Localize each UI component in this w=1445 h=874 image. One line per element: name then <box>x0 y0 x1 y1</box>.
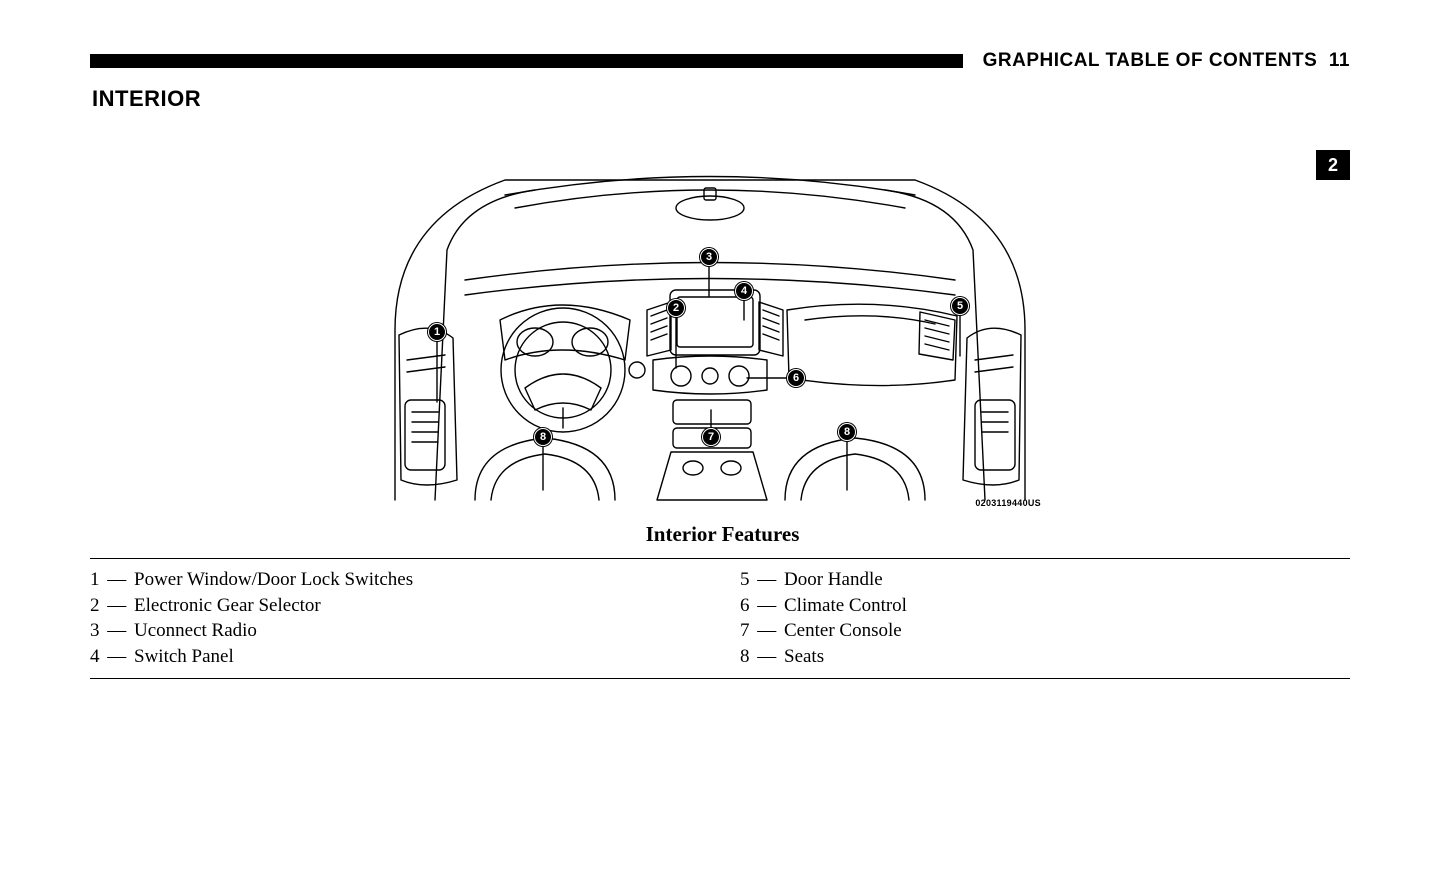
legend-number: 6 <box>740 595 750 616</box>
legend-separator: — <box>103 620 132 641</box>
diagram-callout-5: 5 <box>951 297 969 315</box>
legend-row: 5 — Door Handle <box>740 567 1350 593</box>
legend-separator: — <box>103 595 132 616</box>
legend-separator: — <box>753 569 782 590</box>
legend-number: 1 <box>90 569 100 590</box>
figure-image-id: 0203119440US <box>975 498 1041 508</box>
section-tab: 2 <box>1316 150 1350 180</box>
diagram-callout-6: 6 <box>787 369 805 387</box>
legend-label: Electronic Gear Selector <box>134 595 321 616</box>
legend-label: Door Handle <box>784 569 883 590</box>
running-head-text: GRAPHICAL TABLE OF CONTENTS <box>983 50 1318 71</box>
legend-row: 7 — Center Console <box>740 618 1350 644</box>
legend-col-left: 1 — Power Window/Door Lock Switches2 — E… <box>90 567 740 670</box>
legend-row: 3 — Uconnect Radio <box>90 618 700 644</box>
diagram-callout-2: 2 <box>667 299 685 317</box>
diagram-callout-8: 8 <box>534 428 552 446</box>
header-rule <box>90 54 963 68</box>
legend-row: 2 — Electronic Gear Selector <box>90 593 700 619</box>
legend-col-right: 5 — Door Handle6 — Climate Control7 — Ce… <box>740 567 1350 670</box>
legend-separator: — <box>103 569 132 590</box>
diagram-callout-8: 8 <box>838 423 856 441</box>
diagram-callout-7: 7 <box>702 428 720 446</box>
running-head: GRAPHICAL TABLE OF CONTENTS 11 <box>983 50 1350 72</box>
interior-diagram: 0203119440US 1 2 34 5 6 7 8 8 <box>375 160 1045 510</box>
legend-row: 8 — Seats <box>740 644 1350 670</box>
legend-row: 6 — Climate Control <box>740 593 1350 619</box>
legend-label: Seats <box>784 646 824 667</box>
legend-label: Center Console <box>784 620 902 641</box>
dashboard-line-art <box>375 160 1045 510</box>
legend-separator: — <box>753 595 782 616</box>
legend-table: 1 — Power Window/Door Lock Switches2 — E… <box>90 558 1350 679</box>
legend-number: 3 <box>90 620 100 641</box>
legend-row: 4 — Switch Panel <box>90 644 700 670</box>
legend-separator: — <box>103 646 132 667</box>
page-header: GRAPHICAL TABLE OF CONTENTS 11 <box>90 45 1350 77</box>
legend-label: Switch Panel <box>134 646 234 667</box>
diagram-callout-1: 1 <box>428 323 446 341</box>
figure-caption: Interior Features <box>0 522 1445 547</box>
legend-number: 2 <box>90 595 100 616</box>
page-number: 11 <box>1329 50 1350 71</box>
legend-separator: — <box>753 646 782 667</box>
diagram-callout-4: 4 <box>735 282 753 300</box>
section-title: INTERIOR <box>92 86 201 112</box>
diagram-callout-3: 3 <box>700 248 718 266</box>
legend-label: Climate Control <box>784 595 907 616</box>
legend-number: 8 <box>740 646 750 667</box>
legend-number: 7 <box>740 620 750 641</box>
legend-separator: — <box>753 620 782 641</box>
legend-row: 1 — Power Window/Door Lock Switches <box>90 567 700 593</box>
legend-number: 4 <box>90 646 100 667</box>
legend-label: Uconnect Radio <box>134 620 257 641</box>
legend-number: 5 <box>740 569 750 590</box>
legend-label: Power Window/Door Lock Switches <box>134 569 413 590</box>
